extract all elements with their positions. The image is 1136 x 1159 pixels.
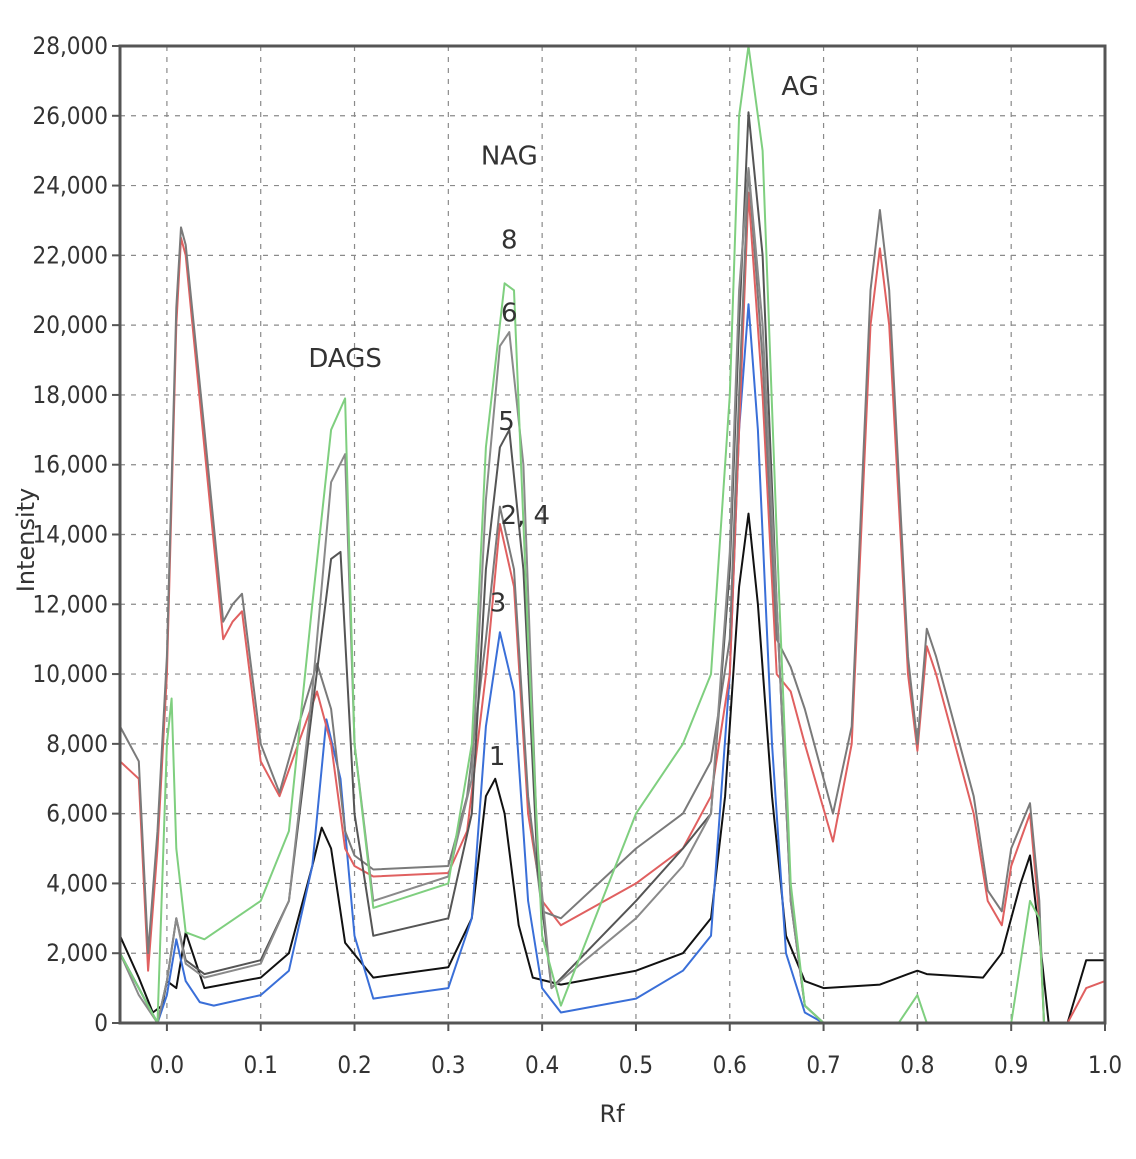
y-tick-label: 8,000 xyxy=(46,730,108,758)
x-tick-label: 0.5 xyxy=(619,1051,653,1079)
x-tick-label: 0.4 xyxy=(525,1051,559,1079)
series-line-1 xyxy=(119,512,1105,1024)
y-tick-label: 16,000 xyxy=(32,451,108,479)
y-tick-label: 4,000 xyxy=(46,869,108,897)
y-tick-label: 6,000 xyxy=(46,800,108,828)
y-axis-title: Intensity xyxy=(12,488,40,592)
y-axis-ticks: 0 2,000 4,000 6,000 8,000 10,000 12,000 14,000 1… xyxy=(32,32,120,1037)
series-group xyxy=(119,45,1106,1024)
y-tick-label: 24,000 xyxy=(32,172,108,200)
y-tick-label: 2,000 xyxy=(46,939,108,967)
series-line-3 xyxy=(119,191,1106,1024)
x-tick-label: 0.2 xyxy=(337,1051,371,1079)
x-tick-label: 0.6 xyxy=(713,1051,747,1079)
annotation-label: 5 xyxy=(498,407,515,437)
annotations: DAGS NAG AG 8 6 5 2, 4 3 1 xyxy=(308,72,818,772)
annotation-label: 6 xyxy=(501,299,518,329)
x-tick-label: 0.7 xyxy=(806,1051,840,1079)
y-tick-label: 20,000 xyxy=(32,311,108,339)
annotation-label: AG xyxy=(781,72,818,102)
series-line-6 xyxy=(119,167,825,1024)
series-line-4 xyxy=(119,167,1045,1024)
x-tick-label: 0.8 xyxy=(900,1051,934,1079)
annotation-label: 1 xyxy=(489,742,506,772)
x-axis-title: Rf xyxy=(599,1100,625,1128)
annotation-label: 2, 4 xyxy=(500,501,550,531)
y-tick-label: 22,000 xyxy=(32,241,108,269)
y-tick-label: 0 xyxy=(94,1009,108,1037)
series-line-2 xyxy=(119,303,825,1024)
annotation-label: 3 xyxy=(490,588,507,618)
y-tick-label: 14,000 xyxy=(32,521,108,549)
y-tick-label: 10,000 xyxy=(32,660,108,688)
annotation-label: NAG xyxy=(481,142,538,172)
y-tick-label: 26,000 xyxy=(32,102,108,130)
y-tick-label: 18,000 xyxy=(32,381,108,409)
x-tick-label: 0.1 xyxy=(244,1051,278,1079)
y-tick-label: 28,000 xyxy=(32,32,108,60)
x-axis-ticks: 0.0 0.1 0.2 0.3 0.4 0.5 0.6 0.7 0.8 0.9 1.0 xyxy=(150,1023,1122,1079)
grid xyxy=(120,45,1106,1024)
series-line-5 xyxy=(119,111,825,1024)
y-tick-label: 12,000 xyxy=(32,590,108,618)
x-tick-label: 0.0 xyxy=(150,1051,184,1079)
x-tick-label: 0.9 xyxy=(994,1051,1028,1079)
annotation-label: 8 xyxy=(501,225,518,255)
x-tick-label: 1.0 xyxy=(1088,1051,1122,1079)
x-tick-label: 0.3 xyxy=(431,1051,465,1079)
annotation-label: DAGS xyxy=(308,344,382,374)
